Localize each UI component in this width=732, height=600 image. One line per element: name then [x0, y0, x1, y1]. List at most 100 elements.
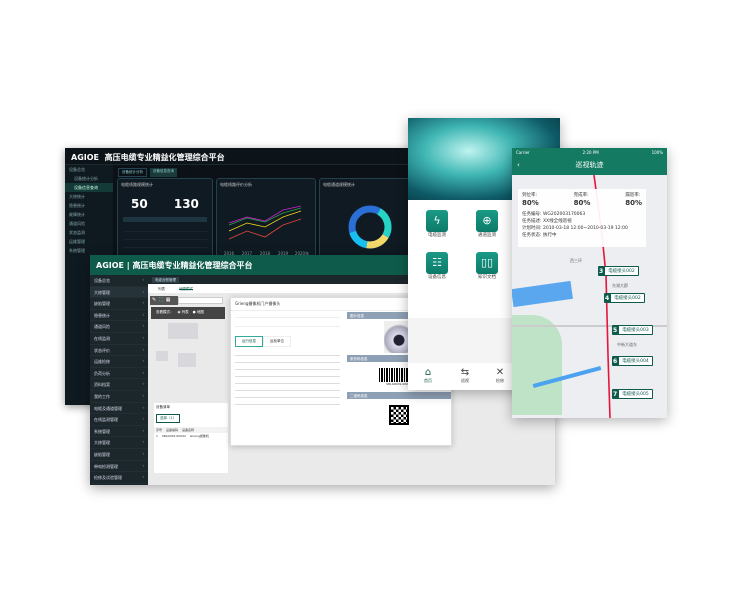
map-label: 中新大道东 [617, 342, 637, 347]
sidebar-item[interactable]: 通道风险 [69, 221, 85, 226]
menu-channel-monitor[interactable]: ⊕ 通道监测 [467, 210, 507, 238]
rate-complete: 完成率: 80% [573, 193, 591, 207]
sidebar-item[interactable]: 系统管理 [69, 248, 85, 253]
map-toolbar: ✎ ⛶ ▦ [150, 296, 178, 305]
sidebar-item[interactable]: 在线监测管理 [90, 414, 148, 426]
back-icon[interactable]: ‹ [517, 161, 520, 169]
sidebar-item[interactable]: 设备信息查询 [65, 183, 113, 192]
route-marker[interactable]: 4 电缆接头002 [604, 293, 645, 303]
table-row[interactable]: 1 SBL0009-00044 Grieng摄像机 [156, 434, 209, 438]
route-marker[interactable]: 6 电缆接头004 [612, 356, 653, 366]
sidebar-item[interactable]: 检修及试验管理 [90, 472, 148, 484]
sidebar-item[interactable]: 状态监测 [69, 230, 85, 235]
swap-icon: ⇆ [460, 367, 470, 378]
x-tick-label: 2018 [260, 251, 271, 256]
tab-active[interactable]: 设备信息查询 [150, 168, 177, 177]
route-marker[interactable]: 7 电缆接头005 [612, 389, 653, 399]
series-line [228, 218, 302, 240]
sidebar-item[interactable]: 大修管理 [90, 437, 148, 449]
tab-repair[interactable]: ✕ 检修 [488, 367, 512, 384]
task-number: 任务编号: WG202003170063 [522, 212, 586, 217]
sidebar-item[interactable]: 设备总览 [90, 275, 148, 287]
x-tick-label: 2020年 [295, 250, 309, 256]
page-title: 巡视轨迹 [575, 161, 604, 169]
mode-label: 查看模式： [156, 310, 174, 314]
sidebar-item[interactable]: 带电检测管理 [90, 461, 148, 473]
tab-home[interactable]: ⌂ 首页 [416, 367, 440, 384]
rate-miss: 漏巡率: 80% [625, 193, 642, 207]
section-qrcode: 二维码信息 [347, 392, 451, 399]
cable-scale-panel: 电缆线路规模统计 50 130 [117, 178, 213, 266]
task-desc: 任务描述: XX线全线巡视 [522, 219, 572, 224]
sidebar-item[interactable]: 通道风险 [90, 321, 148, 333]
subtab-list[interactable]: 列表 [158, 287, 165, 291]
device-list-panel: 设备清单 选择（1） 序号 设备编码 设备名称 1 SBL0009-00044 Grie… [154, 403, 228, 473]
sidebar-item[interactable]: 设备统计分析 [74, 176, 98, 181]
sidebar-item[interactable]: 运维检修 [90, 356, 148, 368]
tab-run-info[interactable]: 运行信息 [235, 336, 263, 347]
select-icon[interactable]: ⛶ [159, 297, 163, 303]
book-icon: ▯▯ [476, 252, 498, 274]
donut-slice [348, 205, 392, 249]
panel-title: 电缆线路规模统计 [121, 182, 153, 187]
barcode-text: SBL00009-00044 [386, 382, 412, 386]
menu-cable-monitor[interactable]: ϟ 电缆监测 [417, 210, 457, 238]
radio-map[interactable]: ● 地图 [192, 310, 204, 314]
tab-cable-ledger[interactable]: 电缆台账管理 [152, 277, 179, 283]
donut-slice [348, 205, 392, 249]
sidebar-item[interactable]: 我的工作 [90, 391, 148, 403]
map-label: 东湖大郡 [612, 283, 628, 288]
tab[interactable]: 设备统计分析 [118, 168, 147, 177]
grid-icon[interactable]: ▦ [165, 297, 171, 303]
sidebar-item[interactable]: 状态评价 [90, 345, 148, 357]
map-label: 西三环 [570, 258, 582, 263]
light-sidebar: 设备总览 大修管理 缺陷管理 隐患统计 通道风险 在线监测 状态评价 运维检修 … [90, 275, 148, 485]
sidebar-item[interactable]: 大修统计 [69, 194, 85, 199]
lightning-icon: ϟ [426, 210, 448, 232]
menu-device-info[interactable]: ☷ 设备信息 [417, 252, 457, 280]
tab-patrol[interactable]: ⇆ 巡视 [453, 367, 477, 384]
radio-list[interactable]: ◉ 列表 [177, 310, 189, 314]
series-line [228, 207, 302, 226]
menu-knowledge[interactable]: ▯▯ 知识文档 [467, 252, 507, 280]
sidebar-item[interactable]: 电缆及通道管理 [90, 403, 148, 415]
device-list-title: 设备清单 [156, 405, 170, 409]
sidebar-item[interactable]: 缺陷管理 [90, 298, 148, 310]
sidebar-item[interactable]: 系统管理 [90, 426, 148, 438]
sidebar-item[interactable]: 隐患统计 [90, 310, 148, 322]
x-tick-label: 2016 [224, 251, 235, 256]
dialog-title: Grieng摄像机门户摄像头 [231, 298, 451, 311]
nav-bar: ‹ 巡视轨迹 [512, 157, 667, 175]
tab-unit[interactable]: 运检单位 [263, 336, 291, 347]
rate-arrive: 到位率: 80% [522, 193, 539, 207]
table-header: 序号 设备编码 设备名称 [154, 427, 228, 433]
tools-icon: ✕ [495, 367, 505, 378]
section-image: 图片信息 [347, 312, 451, 319]
sidebar-item[interactable]: 故障统计 [69, 212, 85, 217]
sidebar-item[interactable]: 设备总览 [69, 167, 85, 172]
view-mode-box: 查看模式： ◉ 列表 ● 地图 [151, 307, 225, 319]
map-search-input[interactable] [178, 297, 223, 304]
select-button[interactable]: 选择（1） [156, 414, 181, 423]
sidebar-item[interactable]: 负荷分析 [90, 368, 148, 380]
sidebar-item[interactable]: 运维管理 [69, 239, 85, 244]
device-detail-dialog: Grieng摄像机门户摄像头 运行信息 运检单位 图片信息 条形码信息 SBL0… [230, 297, 452, 446]
sidebar-item[interactable]: 缺陷管理 [90, 449, 148, 461]
x-tick-label: 2019 [278, 251, 289, 256]
line-chart: 2016 2017 2018 2019 2020年 [224, 205, 309, 256]
app-title: 高压电缆专业精益化管理综合平台 [132, 261, 253, 270]
sidebar-item[interactable]: 大修管理 [90, 286, 148, 299]
edit-icon[interactable]: ✎ [152, 297, 157, 303]
sidebar-item[interactable]: 在线监测 [90, 333, 148, 345]
app-title: 高压电缆专业精益化管理综合平台 [104, 153, 225, 162]
sidebar-item[interactable]: 资料档案 [90, 379, 148, 391]
subtab-map[interactable]: 地图模式 [179, 287, 193, 291]
sidebar-item[interactable]: 隐患统计 [69, 203, 85, 208]
route-marker[interactable]: 3 电缆接头002 [598, 266, 639, 276]
series-line [228, 210, 302, 232]
panel-title: 电缆线路评价分析 [220, 182, 252, 187]
route-marker[interactable]: 5 电缆接头003 [612, 325, 653, 335]
series-line [228, 205, 302, 224]
network-icon: ☷ [426, 252, 448, 274]
qr-code [389, 405, 409, 425]
